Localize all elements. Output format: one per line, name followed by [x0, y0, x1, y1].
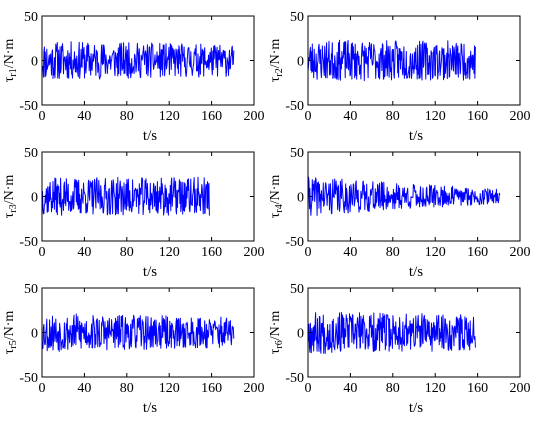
x-tick-label: 40	[77, 381, 91, 396]
x-tick-label: 0	[305, 381, 312, 396]
x-tick-label: 120	[159, 245, 180, 260]
x-axis-label: t/s	[409, 400, 423, 416]
y-tick-label: -50	[285, 235, 304, 250]
y-tick-label: 0	[31, 327, 38, 342]
x-tick-label: 40	[343, 245, 357, 260]
x-tick-label: 80	[386, 109, 400, 124]
x-tick-label: 200	[244, 245, 265, 260]
x-tick-label: 0	[39, 381, 46, 396]
x-axis-label: t/s	[143, 400, 157, 416]
x-tick-label: 80	[386, 381, 400, 396]
x-axis-label: t/s	[143, 128, 157, 144]
x-tick-label: 0	[305, 109, 312, 124]
y-tick-label: 0	[297, 55, 304, 70]
y-tick-label: -50	[285, 99, 304, 114]
x-tick-label: 160	[201, 109, 222, 124]
x-tick-label: 40	[343, 109, 357, 124]
x-axis-label: t/s	[143, 264, 157, 280]
x-tick-label: 120	[425, 381, 446, 396]
x-tick-label: 160	[201, 245, 222, 260]
series-line-5-1	[41, 313, 235, 352]
y-axis-label: τr5/N·m	[2, 311, 19, 355]
x-tick-label: 80	[386, 245, 400, 260]
x-tick-label: 160	[467, 109, 488, 124]
x-tick-label: 120	[159, 381, 180, 396]
series-line-3-1	[41, 176, 210, 216]
y-tick-label: 50	[290, 146, 304, 161]
x-tick-label: 160	[467, 381, 488, 396]
x-tick-label: 40	[77, 109, 91, 124]
x-tick-label: 80	[120, 109, 134, 124]
y-axis-label: τr3/N·m	[2, 175, 19, 219]
x-tick-label: 160	[201, 381, 222, 396]
x-tick-label: 0	[39, 245, 46, 260]
y-axis-label: τr2/N·m	[268, 39, 285, 83]
series-line-1-1	[41, 41, 235, 80]
series-line-2-1	[307, 39, 476, 82]
x-axis-label: t/s	[409, 264, 423, 280]
x-tick-label: 120	[159, 109, 180, 124]
y-tick-label: 0	[297, 327, 304, 342]
y-tick-label: 50	[290, 282, 304, 297]
y-tick-label: -50	[19, 371, 38, 386]
x-tick-label: 0	[305, 245, 312, 260]
x-tick-label: 40	[343, 381, 357, 396]
series-line-6-1	[307, 311, 476, 354]
y-tick-label: 50	[24, 10, 38, 25]
y-tick-label: 0	[31, 55, 38, 70]
y-tick-label: 50	[24, 146, 38, 161]
x-tick-label: 200	[510, 381, 531, 396]
y-tick-label: -50	[285, 371, 304, 386]
y-axis-label: τr6/N·m	[268, 311, 285, 355]
y-tick-label: 50	[24, 282, 38, 297]
y-tick-label: -50	[19, 99, 38, 114]
y-axis-label: τr1/N·m	[2, 39, 19, 83]
x-tick-label: 120	[425, 245, 446, 260]
y-axis-label: τr4/N·m	[268, 175, 285, 219]
x-tick-label: 160	[467, 245, 488, 260]
y-tick-label: -50	[19, 235, 38, 250]
x-tick-label: 120	[425, 109, 446, 124]
y-tick-label: 50	[290, 10, 304, 25]
x-tick-label: 0	[39, 109, 46, 124]
y-tick-label: 0	[31, 191, 38, 206]
x-tick-label: 80	[120, 245, 134, 260]
x-axis-label: t/s	[409, 128, 423, 144]
x-tick-label: 200	[244, 109, 265, 124]
y-tick-label: 0	[297, 191, 304, 206]
x-tick-label: 200	[244, 381, 265, 396]
x-tick-label: 40	[77, 245, 91, 260]
x-tick-label: 80	[120, 381, 134, 396]
x-tick-label: 200	[510, 109, 531, 124]
x-tick-label: 200	[510, 245, 531, 260]
series-line-4-1	[307, 176, 501, 216]
